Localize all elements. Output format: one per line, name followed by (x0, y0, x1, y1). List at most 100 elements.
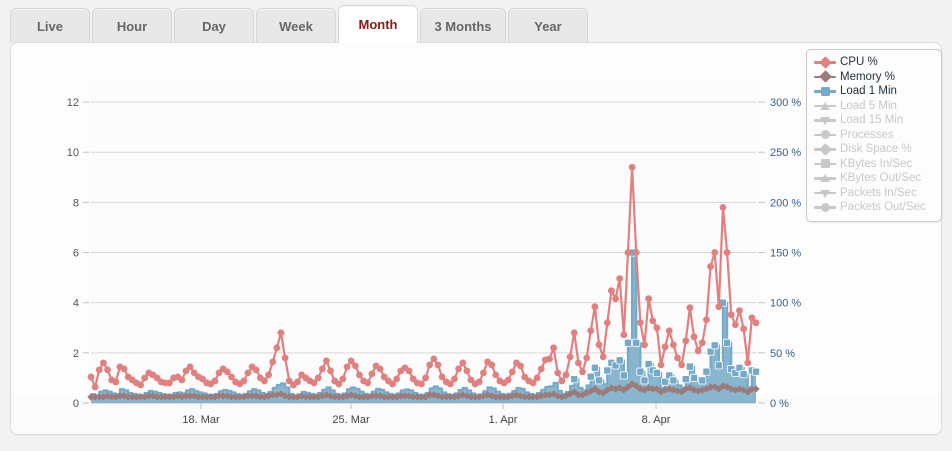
load-1-min-marker (690, 373, 699, 382)
cpu-percent-marker (703, 316, 710, 324)
cpu-percent-marker (599, 353, 607, 361)
y-axis-left-tick-label: 2 (73, 348, 79, 360)
memory-percent-marker (231, 393, 240, 401)
legend-item-packets-in-sec[interactable]: Packets In/Sec (814, 186, 935, 200)
cpu-percent-marker (740, 325, 748, 333)
y-axis-right-tick-label: 200 % (770, 197, 801, 209)
cpu-percent-marker (166, 379, 173, 387)
cpu-percent-marker (463, 367, 471, 375)
cpu-percent-marker (211, 377, 219, 385)
memory-percent-marker (207, 393, 215, 401)
memory-percent-marker (649, 385, 657, 393)
cpu-percent-marker (653, 324, 661, 332)
memory-percent-marker (256, 393, 265, 401)
y-axis-right-tick-label: 0 % (770, 398, 789, 410)
legend-item-label: Load 5 Min (840, 99, 897, 112)
memory-percent-marker (182, 392, 190, 400)
cpu-percent-marker (707, 263, 714, 270)
cpu-percent-marker (570, 329, 578, 337)
cpu-percent-marker (451, 375, 458, 383)
tab-hour[interactable]: Hour (92, 8, 172, 43)
legend-item-disk-space[interactable]: Disk Space % (814, 142, 935, 156)
load-1-min-marker (735, 363, 744, 372)
tab-year[interactable]: Year (508, 8, 588, 43)
cpu-percent-marker (508, 368, 516, 376)
memory-percent-marker (289, 393, 298, 401)
cpu-percent-marker (277, 329, 285, 337)
plot-background (91, 82, 756, 403)
cpu-percent-marker (612, 295, 619, 303)
cpu-percent-marker (112, 378, 120, 386)
load-1-min-marker (652, 368, 661, 377)
memory-percent-marker (132, 393, 141, 401)
memory-percent-marker (467, 393, 475, 401)
cpu-percent-marker (265, 371, 273, 379)
legend-item-kbytes-out-sec[interactable]: KBytes Out/Sec (814, 171, 935, 185)
cpu-percent-marker (603, 319, 611, 327)
series-memory-percent (87, 380, 760, 401)
load-1-min-marker (714, 361, 723, 370)
legend-item-processes[interactable]: Processes (814, 128, 935, 142)
memory-percent-marker (417, 393, 426, 401)
y-axis-left-tick-label: 10 (67, 147, 79, 159)
cpu-percent-marker (636, 319, 644, 327)
legend-item-memory[interactable]: Memory % (814, 70, 935, 84)
memory-percent-marker (157, 393, 165, 401)
load-1-min-marker (595, 376, 604, 385)
load-1-min-marker (615, 356, 624, 365)
tab-week[interactable]: Week (256, 8, 336, 43)
tab-month[interactable]: Month (338, 5, 418, 43)
memory-percent-marker (227, 393, 236, 401)
legend-item-load-15-min[interactable]: Load 15 Min (814, 113, 935, 127)
load-1-min-marker (698, 376, 707, 385)
legend-marker-icon (814, 172, 836, 184)
load-1-min-marker (723, 338, 732, 347)
memory-percent-marker (380, 393, 388, 401)
tab-3-months[interactable]: 3 Months (420, 8, 506, 43)
cpu-percent-marker (455, 365, 463, 373)
cpu-percent-marker (562, 371, 570, 379)
cpu-percent-marker (719, 203, 727, 211)
legend-item-cpu[interactable]: CPU % (814, 55, 935, 69)
series-legend[interactable]: CPU % Memory % Load 1 Min Load 5 Min Load 15… (806, 49, 942, 222)
cpu-percent-marker (178, 376, 186, 384)
memory-percent-marker (153, 393, 161, 401)
legend-item-load-5-min[interactable]: Load 5 Min (814, 99, 935, 113)
memory-percent-marker (248, 392, 256, 400)
tab-day[interactable]: Day (174, 8, 254, 43)
memory-percent-marker (124, 393, 132, 401)
memory-percent-marker (165, 393, 174, 401)
legend-item-packets-out-sec[interactable]: Packets Out/Sec (814, 200, 935, 214)
legend-item-load-1-min[interactable]: Load 1 Min (814, 84, 935, 98)
cpu-percent-marker (624, 249, 632, 256)
cpu-percent-marker (715, 303, 723, 311)
cpu-percent-marker (641, 341, 648, 349)
legend-marker-icon (814, 70, 836, 83)
memory-percent-marker (161, 393, 170, 401)
tab-live[interactable]: Live (10, 8, 90, 43)
cpu-percent-marker (690, 333, 698, 341)
cpu-percent-marker (674, 354, 681, 362)
cpu-percent-marker (492, 371, 500, 379)
cpu-percent-marker (141, 374, 149, 382)
memory-percent-marker (442, 393, 450, 401)
y-axis-left-tick-label: 6 (73, 248, 79, 260)
legend-item-kbytes-in-sec[interactable]: KBytes In/Sec (814, 157, 935, 171)
cpu-percent-marker (389, 380, 396, 388)
cpu-percent-marker (731, 321, 739, 329)
memory-percent-marker (269, 391, 277, 399)
cpu-percent-marker (554, 369, 562, 377)
memory-percent-marker (521, 393, 529, 401)
load-1-min-marker (619, 371, 628, 380)
chart-svg: 0 2 4 6 8 10 12 0 % 50 % 100 % 150 % 200 % 250 % 300 … (67, 82, 801, 426)
load-1-min-marker (590, 363, 599, 372)
y-axis-right-tick-label: 150 % (770, 248, 801, 260)
legend-item-label: CPU % (840, 56, 878, 68)
memory-percent-marker (128, 393, 136, 401)
memory-percent-marker (145, 392, 153, 400)
memory-percent-marker (446, 393, 455, 401)
memory-percent-marker (136, 393, 145, 401)
cpu-percent-marker (694, 347, 702, 355)
y-axis-right-tick-label: 100 % (770, 298, 801, 310)
